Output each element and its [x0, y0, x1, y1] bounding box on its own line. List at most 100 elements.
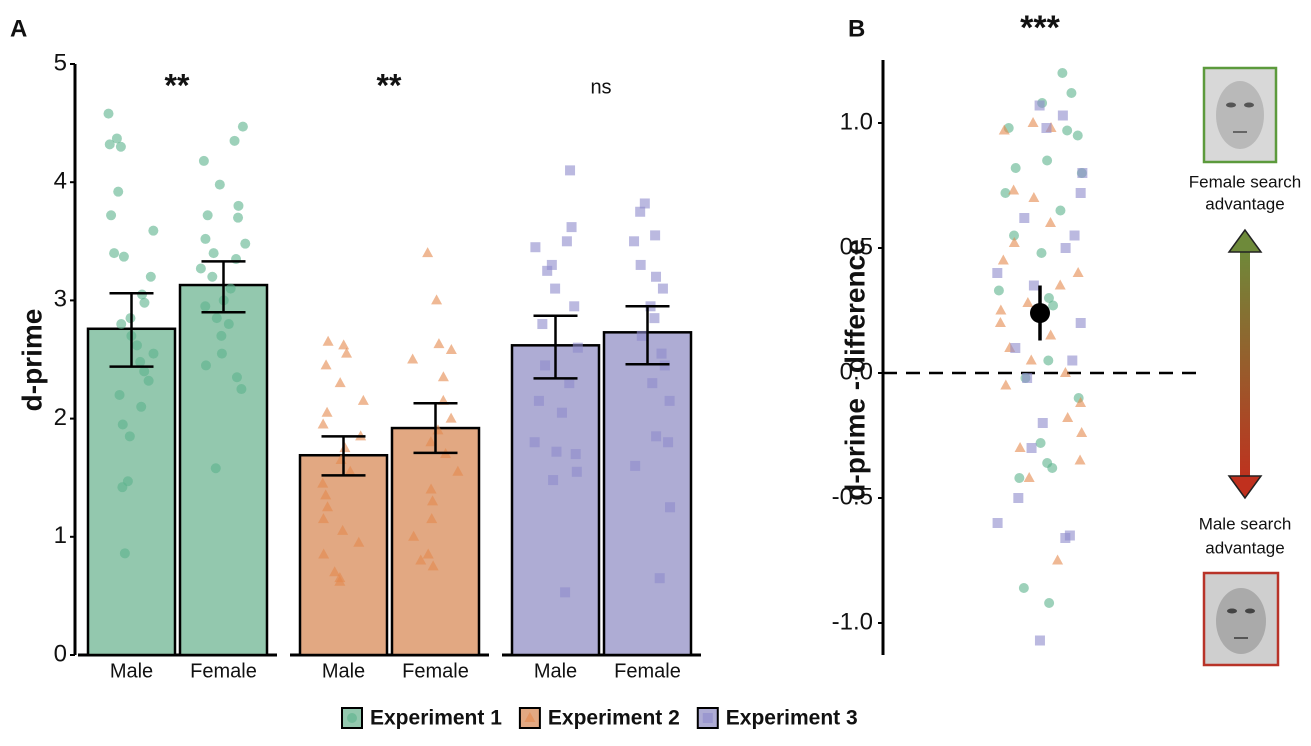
error-bar — [625, 305, 670, 366]
x-tick-label: Male — [110, 660, 153, 682]
data-point — [1008, 237, 1020, 247]
data-point — [433, 338, 445, 349]
data-point — [317, 513, 329, 524]
data-point — [426, 513, 438, 524]
data-point — [240, 238, 251, 249]
annotation: advantage — [1205, 538, 1284, 557]
data-point — [1010, 163, 1021, 173]
x-tick-label: Male — [534, 660, 577, 682]
y-tick-label: 2 — [54, 404, 67, 431]
legend-label: Experiment 1 — [370, 707, 502, 730]
data-point — [630, 460, 641, 471]
data-point — [546, 259, 557, 270]
data-point — [427, 560, 439, 571]
data-point — [318, 548, 330, 559]
data-point — [353, 536, 365, 547]
data-point — [427, 495, 439, 506]
data-point — [1010, 343, 1021, 353]
y-tick-label: 0.5 — [840, 233, 873, 260]
data-point — [1059, 367, 1071, 377]
data-point — [1000, 379, 1012, 390]
data-point — [408, 530, 420, 541]
data-point — [425, 436, 437, 447]
y-tick-label: 1.0 — [840, 108, 873, 135]
data-point — [136, 401, 147, 412]
bar — [390, 426, 481, 657]
data-point — [431, 294, 443, 305]
data-point — [548, 475, 559, 486]
data-point — [445, 344, 457, 355]
data-point — [570, 449, 581, 460]
data-point — [529, 437, 540, 448]
data-point — [334, 377, 346, 388]
data-point — [225, 283, 236, 294]
data-point — [657, 283, 668, 294]
data-point — [1037, 418, 1048, 428]
data-point — [565, 165, 576, 176]
data-point — [1019, 213, 1030, 223]
data-point — [1041, 123, 1052, 133]
y-axis-title: d-prime — [16, 309, 47, 412]
data-point — [124, 431, 135, 442]
data-point — [139, 366, 150, 377]
data-point — [1060, 243, 1071, 253]
error-bar — [321, 435, 366, 477]
data-point — [995, 304, 1007, 315]
data-point — [229, 135, 240, 146]
bar — [86, 327, 177, 657]
data-point — [113, 186, 124, 197]
data-point — [1009, 230, 1020, 241]
data-point — [1034, 100, 1045, 111]
data-point — [135, 356, 146, 367]
data-point — [1076, 427, 1088, 437]
bar — [510, 344, 601, 657]
data-point — [1018, 583, 1029, 593]
data-point — [208, 248, 219, 259]
significance-label: ns — [590, 76, 611, 98]
panel-label: B — [848, 15, 865, 42]
data-point — [1044, 598, 1055, 608]
data-point — [550, 283, 561, 294]
data-point — [334, 575, 346, 586]
data-point — [569, 301, 580, 312]
data-point — [572, 342, 583, 353]
significance-label: ** — [165, 67, 190, 103]
data-point — [422, 548, 434, 559]
data-point — [571, 466, 582, 477]
data-point — [216, 330, 227, 341]
data-point — [210, 463, 221, 474]
data-point — [994, 317, 1006, 327]
data-point — [320, 359, 332, 370]
data-point — [993, 285, 1004, 296]
error-bar — [533, 314, 578, 380]
data-point — [635, 259, 646, 270]
data-point — [651, 271, 662, 282]
data-point — [117, 482, 128, 493]
data-point — [1027, 117, 1039, 127]
data-point — [1034, 635, 1045, 646]
significance-label: *** — [1020, 9, 1060, 47]
data-point — [214, 179, 225, 190]
data-point — [202, 210, 213, 221]
data-point — [322, 501, 334, 512]
data-point — [237, 121, 248, 132]
data-point — [321, 406, 333, 417]
y-tick-label: 0.0 — [840, 358, 873, 385]
x-tick-label: Male — [322, 660, 365, 682]
data-point — [216, 348, 227, 359]
x-tick-label: Female — [190, 660, 257, 682]
data-point — [533, 395, 544, 406]
data-point — [104, 139, 115, 150]
data-point — [664, 395, 675, 406]
data-point — [639, 198, 650, 209]
legend-marker — [702, 713, 713, 723]
data-point — [116, 319, 127, 330]
data-point — [117, 419, 128, 430]
data-point — [560, 587, 571, 598]
data-point — [1022, 373, 1033, 383]
data-point — [341, 347, 353, 358]
data-point — [338, 339, 350, 350]
error-bar — [413, 401, 458, 455]
data-point — [1000, 188, 1011, 198]
data-point — [1045, 329, 1057, 340]
